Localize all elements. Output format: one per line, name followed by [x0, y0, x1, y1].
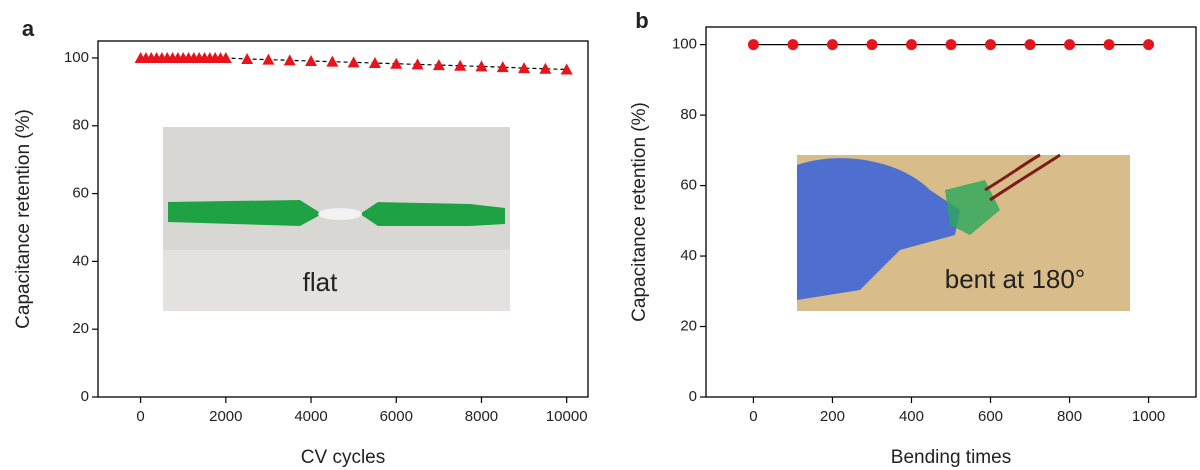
x-tick-label: 2000 — [209, 408, 242, 425]
data-point — [906, 39, 917, 50]
data-point — [412, 58, 424, 69]
x-tick-label: 800 — [1057, 408, 1082, 425]
data-point — [985, 39, 996, 50]
data-point — [866, 39, 877, 50]
y-axis-label: Capacitance retention (%) — [13, 109, 34, 329]
data-point — [1104, 39, 1115, 50]
y-tick-label: 0 — [81, 388, 89, 405]
panel-label: b — [635, 8, 648, 33]
x-tick-label: 1000 — [1132, 408, 1165, 425]
x-tick-label: 0 — [749, 408, 757, 425]
y-tick-label: 0 — [689, 388, 697, 405]
y-tick-label: 40 — [680, 247, 697, 264]
figure: 0204060801000200040006000800010000CV cyc… — [0, 0, 1200, 470]
y-axis-label: Capacitance retention (%) — [629, 102, 650, 322]
x-tick-label: 600 — [978, 408, 1003, 425]
data-point — [1064, 39, 1075, 50]
data-point — [241, 53, 253, 64]
y-tick-label: 20 — [680, 317, 697, 334]
x-tick-label: 200 — [820, 408, 845, 425]
data-point — [348, 56, 360, 67]
x-tick-label: 400 — [899, 408, 924, 425]
data-point — [326, 56, 338, 67]
data-point — [946, 39, 957, 50]
x-tick-label: 6000 — [380, 408, 413, 425]
y-tick-label: 100 — [64, 49, 89, 66]
x-axis-label: Bending times — [891, 447, 1011, 468]
y-tick-label: 100 — [672, 36, 697, 53]
data-point — [1025, 39, 1036, 50]
x-axis-label: CV cycles — [301, 447, 385, 468]
y-tick-label: 60 — [72, 185, 89, 202]
y-tick-label: 40 — [72, 252, 89, 269]
y-tick-label: 60 — [680, 177, 697, 194]
data-point — [748, 39, 759, 50]
y-tick-label: 80 — [680, 106, 697, 123]
inset-label: flat — [303, 267, 338, 297]
data-point — [1143, 39, 1154, 50]
data-point — [284, 54, 296, 65]
data-point — [305, 55, 317, 66]
panel-label: a — [22, 16, 35, 41]
data-point — [262, 54, 274, 65]
data-point — [369, 57, 381, 68]
data-point — [827, 39, 838, 50]
data-point — [787, 39, 798, 50]
y-tick-label: 80 — [72, 117, 89, 134]
x-tick-label: 8000 — [465, 408, 498, 425]
x-tick-label: 4000 — [294, 408, 327, 425]
inset-label: bent at 180° — [945, 264, 1086, 294]
y-tick-label: 20 — [72, 320, 89, 337]
data-point — [390, 58, 402, 69]
x-tick-label: 0 — [136, 408, 144, 425]
x-tick-label: 10000 — [546, 408, 588, 425]
